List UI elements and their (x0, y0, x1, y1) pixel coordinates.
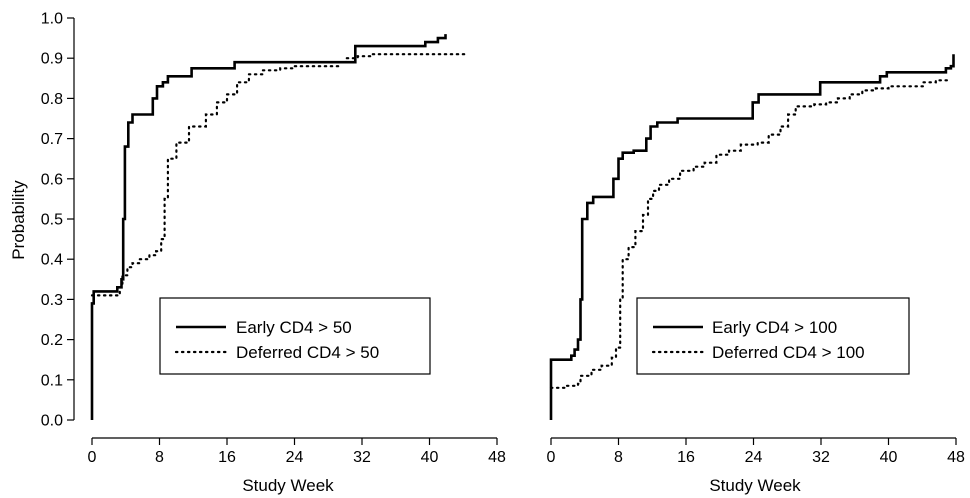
y-tick-label: 0.7 (41, 131, 63, 148)
legend-label-early: Early CD4 > 100 (712, 318, 837, 337)
x-tick-label: 40 (421, 449, 439, 466)
x-tick-label: 40 (880, 449, 898, 466)
legend-label-deferred: Deferred CD4 > 100 (712, 343, 865, 362)
y-axis-title: Probability (9, 180, 28, 260)
x-tick-label: 0 (547, 449, 556, 466)
x-tick-label: 16 (218, 449, 236, 466)
y-tick-label: 0.4 (41, 252, 63, 269)
y-tick-label: 0.6 (41, 171, 63, 188)
legend: Early CD4 > 100 Deferred CD4 > 100 (636, 297, 910, 375)
x-tick-label: 48 (947, 449, 965, 466)
y-tick-label: 1.0 (41, 11, 63, 28)
legend: Early CD4 > 50 Deferred CD4 > 50 (159, 297, 431, 375)
y-tick-label: 0.1 (41, 372, 63, 389)
y-tick-label: 0.3 (41, 292, 63, 309)
series-line-early (549, 54, 955, 420)
x-tick-label: 24 (286, 449, 304, 466)
legend-box (636, 297, 910, 375)
x-tick-label: 24 (745, 449, 763, 466)
chart-panel-left: Probability Study Week Early CD4 > 50 De… (9, 11, 506, 496)
legend-label-deferred: Deferred CD4 > 50 (236, 343, 379, 362)
y-tick-label: 0.5 (41, 212, 63, 229)
x-tick-label: 8 (155, 449, 164, 466)
x-tick-label: 32 (812, 449, 830, 466)
y-tick-label: 0.9 (41, 51, 63, 68)
x-tick-label: 32 (353, 449, 371, 466)
x-tick-label: 48 (488, 449, 506, 466)
legend-box (159, 297, 431, 375)
x-tick-label: 8 (614, 449, 623, 466)
series-line-deferred (90, 53, 466, 297)
axes: 0 8 16 24 32 40 48 0.0 0.1 0.2 0.3 0.4 0.5 0.6 0.7 0.8 0… (41, 11, 506, 467)
axes: 0 8 16 24 32 40 48 (547, 437, 965, 466)
legend-label-early: Early CD4 > 50 (236, 318, 352, 337)
y-tick-label: 0.8 (41, 91, 63, 108)
y-tick-label: 0.2 (41, 332, 63, 349)
x-tick-label: 0 (88, 449, 97, 466)
x-axis-title: Study Week (709, 476, 801, 495)
chart-panel-right: Study Week Early CD4 > 100 Deferred CD4 … (547, 54, 965, 495)
y-tick-label: 0.0 (41, 413, 63, 430)
x-axis-title: Study Week (242, 476, 334, 495)
x-tick-label: 16 (677, 449, 695, 466)
